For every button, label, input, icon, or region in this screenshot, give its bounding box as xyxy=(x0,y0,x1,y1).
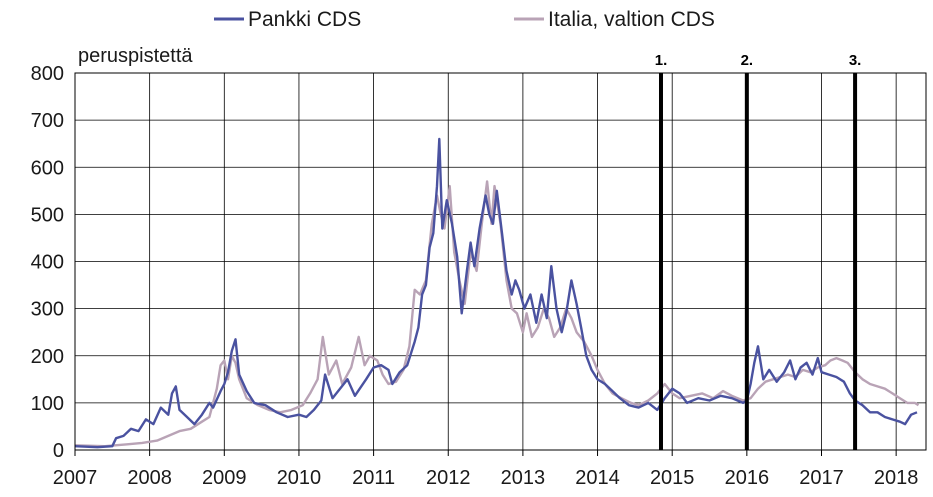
y-tick-label: 700 xyxy=(31,110,64,132)
y-tick-label: 300 xyxy=(31,299,64,321)
x-tick-label: 2011 xyxy=(352,467,395,489)
x-tick-label: 2015 xyxy=(650,467,695,489)
y-axis: 0 100 200 300 400 500 600 700 800 xyxy=(31,63,64,462)
series-line-0 xyxy=(74,137,918,449)
series-line-1 xyxy=(74,180,920,448)
event-markers: 1. 2. 3. xyxy=(655,52,862,450)
event-marker-label: 1. xyxy=(655,52,668,69)
y-tick-label: 200 xyxy=(31,346,64,368)
y-tick-label: 100 xyxy=(31,393,64,415)
x-tick-label: 2008 xyxy=(127,467,172,489)
y-tick-label: 800 xyxy=(31,63,64,85)
x-tick-label: 2013 xyxy=(501,467,546,489)
plot-area-frame xyxy=(74,72,927,451)
legend: Pankki CDS Italia, valtion CDS xyxy=(214,8,715,31)
event-marker-label: 3. xyxy=(849,52,862,69)
event-marker-label: 2. xyxy=(741,52,754,69)
x-tick-label: 2009 xyxy=(202,467,247,489)
x-tick-label: 2012 xyxy=(426,467,471,489)
x-tick-label: 2014 xyxy=(575,467,620,489)
x-axis: 2007 2008 2009 2010 2011 2012 2013 2014 2015 2016… xyxy=(53,450,919,489)
grid xyxy=(74,72,926,451)
x-tick-label: 2018 xyxy=(874,467,919,489)
x-tick-label: 2017 xyxy=(799,467,844,489)
y-tick-label: 600 xyxy=(31,157,64,179)
x-tick-label: 2010 xyxy=(277,467,322,489)
y-tick-label: 500 xyxy=(31,204,64,226)
x-tick-label: 2007 xyxy=(53,467,98,489)
y-tick-label: 0 xyxy=(53,440,64,462)
series-layer xyxy=(74,137,920,449)
legend-label-italia-cds: Italia, valtion CDS xyxy=(548,8,715,31)
y-tick-label: 400 xyxy=(31,252,64,274)
y-axis-unit-label: peruspistettä xyxy=(78,45,193,67)
x-tick-label: 2016 xyxy=(725,467,770,489)
legend-label-pankki-cds: Pankki CDS xyxy=(248,8,361,31)
